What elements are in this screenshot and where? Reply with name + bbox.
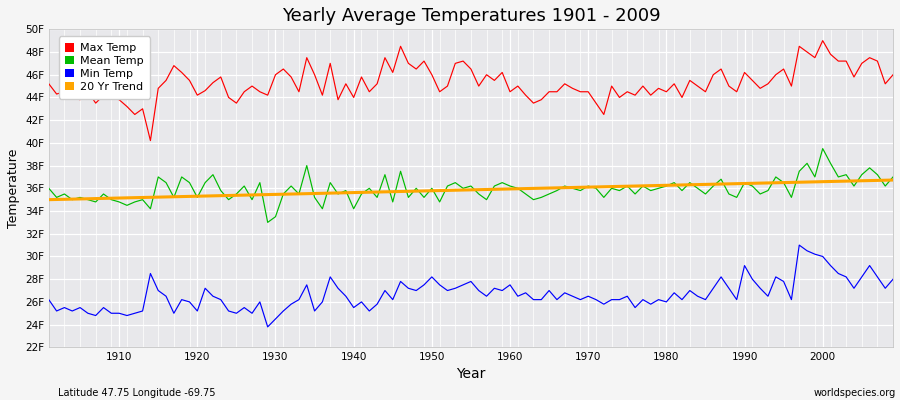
X-axis label: Year: Year [456, 367, 486, 381]
Title: Yearly Average Temperatures 1901 - 2009: Yearly Average Temperatures 1901 - 2009 [282, 7, 661, 25]
Text: Latitude 47.75 Longitude -69.75: Latitude 47.75 Longitude -69.75 [58, 388, 216, 398]
Text: worldspecies.org: worldspecies.org [814, 388, 896, 398]
Y-axis label: Temperature: Temperature [7, 149, 20, 228]
Legend: Max Temp, Mean Temp, Min Temp, 20 Yr Trend: Max Temp, Mean Temp, Min Temp, 20 Yr Tre… [58, 36, 150, 98]
